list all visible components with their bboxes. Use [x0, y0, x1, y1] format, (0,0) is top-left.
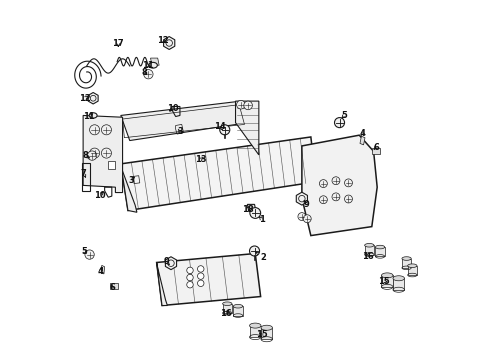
- Circle shape: [319, 180, 326, 188]
- Circle shape: [249, 246, 259, 256]
- Text: 10: 10: [94, 190, 106, 199]
- Circle shape: [197, 273, 203, 279]
- Text: 1: 1: [258, 215, 264, 224]
- Text: 18: 18: [241, 205, 253, 214]
- Polygon shape: [156, 253, 260, 306]
- Circle shape: [101, 125, 111, 135]
- Circle shape: [101, 148, 111, 158]
- Text: 12: 12: [157, 36, 168, 45]
- Polygon shape: [247, 204, 255, 212]
- Text: 2: 2: [255, 252, 266, 262]
- Text: 6: 6: [110, 283, 116, 292]
- Circle shape: [186, 267, 193, 274]
- Text: 14: 14: [214, 122, 225, 131]
- Text: 10: 10: [166, 104, 178, 113]
- Circle shape: [319, 196, 326, 204]
- Bar: [249, 325, 261, 337]
- Circle shape: [331, 193, 339, 201]
- Ellipse shape: [407, 264, 416, 267]
- Ellipse shape: [401, 257, 410, 260]
- Ellipse shape: [381, 273, 392, 278]
- Bar: [392, 278, 404, 290]
- Circle shape: [331, 177, 339, 185]
- Ellipse shape: [233, 305, 242, 308]
- Polygon shape: [301, 135, 376, 235]
- Text: 13: 13: [195, 155, 206, 164]
- Polygon shape: [235, 101, 258, 155]
- Bar: [107, 161, 115, 169]
- Text: 3: 3: [177, 127, 183, 136]
- Text: 6: 6: [372, 143, 378, 152]
- Circle shape: [85, 250, 94, 259]
- Circle shape: [197, 266, 203, 272]
- Bar: [371, 148, 379, 154]
- Bar: [407, 266, 416, 275]
- Ellipse shape: [249, 323, 261, 328]
- Text: 16: 16: [220, 309, 231, 318]
- Polygon shape: [101, 265, 104, 274]
- Text: 15: 15: [377, 276, 389, 285]
- Text: 5: 5: [81, 247, 86, 256]
- Text: 15: 15: [255, 330, 267, 339]
- Bar: [375, 247, 384, 256]
- Bar: [222, 304, 231, 313]
- Ellipse shape: [148, 62, 157, 68]
- Text: 12: 12: [79, 94, 91, 103]
- Circle shape: [303, 215, 310, 223]
- Bar: [233, 306, 242, 316]
- Circle shape: [249, 208, 260, 219]
- Polygon shape: [88, 93, 98, 104]
- Circle shape: [197, 280, 203, 287]
- Text: 4: 4: [97, 267, 103, 276]
- Circle shape: [186, 274, 193, 281]
- Bar: [401, 258, 410, 268]
- Circle shape: [334, 118, 344, 128]
- Circle shape: [87, 151, 97, 160]
- Text: 16: 16: [362, 252, 373, 261]
- Text: 8: 8: [82, 151, 89, 160]
- Polygon shape: [296, 192, 307, 205]
- Ellipse shape: [222, 302, 231, 306]
- Polygon shape: [163, 37, 174, 49]
- Polygon shape: [121, 137, 316, 211]
- Text: 17: 17: [112, 39, 124, 48]
- Text: 11: 11: [82, 112, 94, 121]
- Ellipse shape: [392, 276, 404, 281]
- Text: 8: 8: [141, 68, 147, 77]
- Ellipse shape: [261, 325, 272, 330]
- Bar: [261, 328, 272, 339]
- Circle shape: [143, 69, 153, 79]
- Text: 7: 7: [81, 169, 86, 178]
- Circle shape: [186, 282, 193, 288]
- Text: 9: 9: [303, 200, 308, 209]
- Circle shape: [89, 125, 100, 135]
- Text: 11: 11: [142, 61, 153, 70]
- Bar: [381, 275, 392, 287]
- Circle shape: [219, 125, 229, 135]
- Polygon shape: [83, 116, 122, 193]
- Ellipse shape: [375, 245, 384, 249]
- Ellipse shape: [89, 113, 97, 118]
- Polygon shape: [121, 164, 137, 212]
- Circle shape: [297, 213, 305, 221]
- Polygon shape: [165, 257, 176, 270]
- Circle shape: [244, 101, 252, 110]
- Circle shape: [344, 195, 352, 203]
- Circle shape: [344, 179, 352, 187]
- Text: 3: 3: [128, 176, 134, 185]
- Text: 9: 9: [163, 257, 169, 266]
- Ellipse shape: [364, 243, 373, 247]
- Text: 4: 4: [359, 129, 365, 138]
- Bar: [110, 283, 118, 289]
- Polygon shape: [359, 136, 364, 145]
- Circle shape: [236, 100, 244, 109]
- Text: 5: 5: [341, 111, 346, 120]
- Polygon shape: [150, 58, 159, 65]
- Polygon shape: [156, 262, 167, 306]
- Polygon shape: [121, 101, 247, 140]
- Circle shape: [89, 148, 100, 158]
- Bar: [364, 245, 373, 255]
